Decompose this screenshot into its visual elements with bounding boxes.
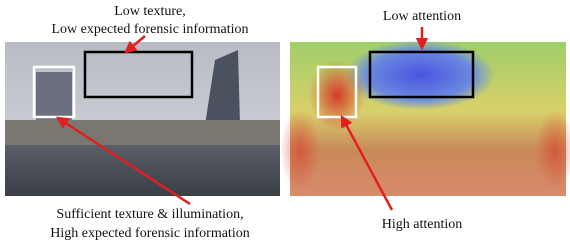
annotation: High attention [382, 217, 463, 232]
figure: Low texture, Low expected forensic infor… [0, 0, 570, 243]
annotation: Low expected forensic information [51, 22, 248, 37]
annotation: Sufficient texture & illumination, [56, 207, 243, 222]
annotation: High expected forensic information [50, 226, 249, 241]
annotation: Low texture, [114, 4, 186, 19]
annotation: Low attention [383, 9, 461, 24]
